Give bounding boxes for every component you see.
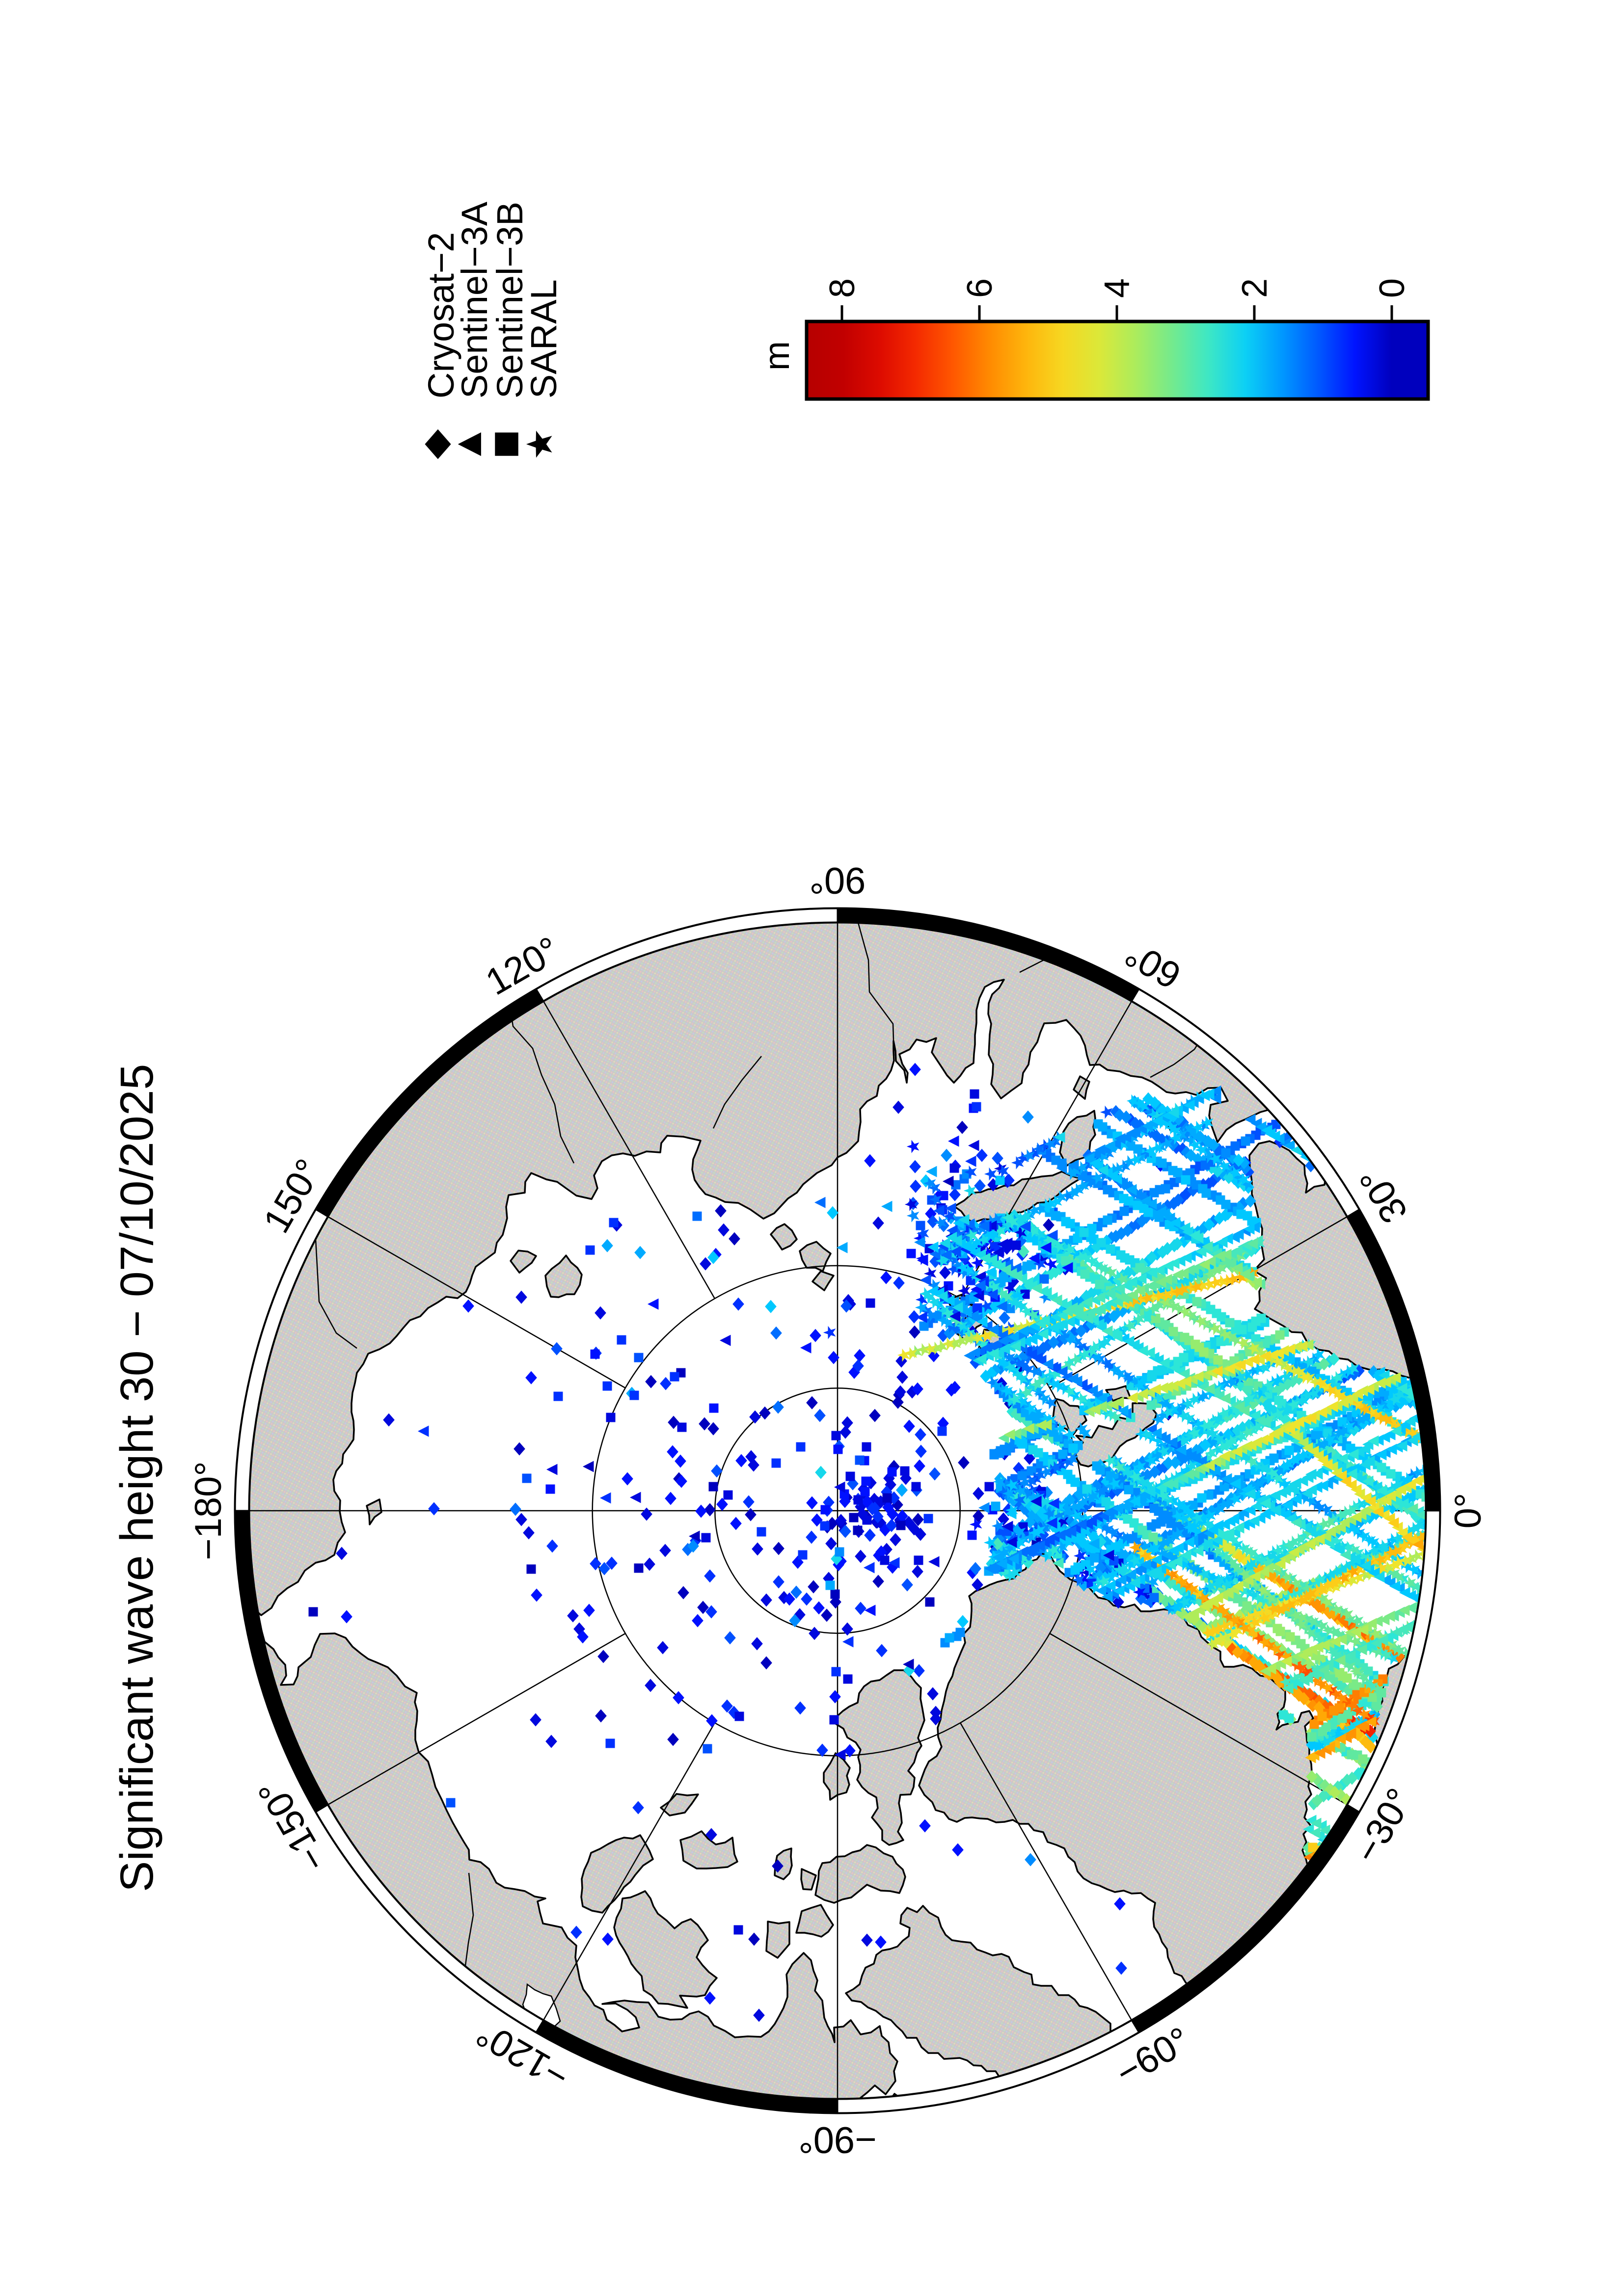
svg-text:Sentinel−3B: Sentinel−3B — [489, 202, 530, 399]
svg-text:8: 8 — [823, 278, 862, 298]
svg-text:4: 4 — [1098, 278, 1137, 298]
svg-text:2: 2 — [1235, 278, 1274, 298]
svg-text:−180°: −180° — [188, 1461, 229, 1560]
svg-text:−90°: −90° — [798, 2119, 876, 2161]
svg-text:SARAL: SARAL — [523, 279, 564, 399]
svg-text:90°: 90° — [810, 859, 866, 901]
svg-text:Significant wave height 30 − 0: Significant wave height 30 − 07/10/2025 — [111, 1064, 163, 1892]
svg-text:0°: 0° — [1447, 1493, 1489, 1529]
svg-text:6: 6 — [960, 278, 1000, 298]
svg-text:m: m — [757, 341, 797, 371]
svg-text:0: 0 — [1373, 278, 1412, 298]
svg-text:Cryosat−2: Cryosat−2 — [421, 232, 461, 399]
svg-text:Sentinel−3A: Sentinel−3A — [454, 201, 495, 399]
